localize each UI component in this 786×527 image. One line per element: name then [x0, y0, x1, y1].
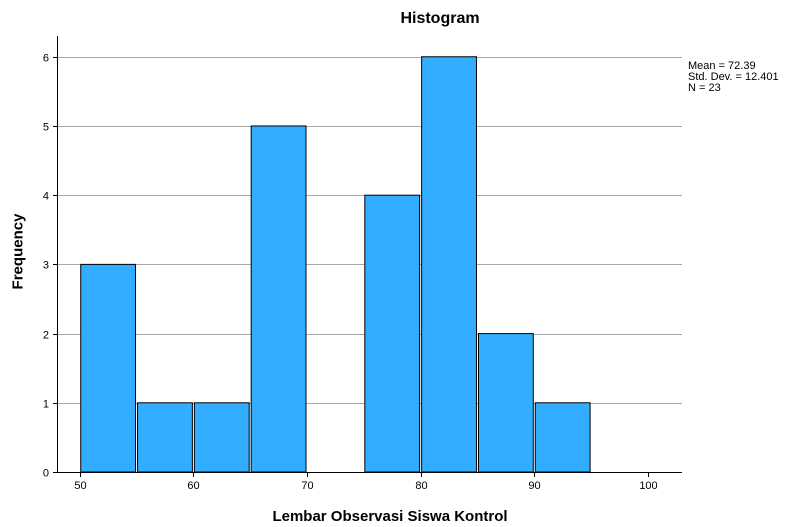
y-tick-label: 3 [43, 260, 49, 272]
x-tick-label: 90 [528, 480, 540, 492]
histogram-bar [477, 333, 534, 473]
histogram-bar [534, 402, 591, 473]
stats-mean: Mean = 72.39 [688, 60, 756, 72]
chart-title: Histogram [400, 10, 480, 27]
y-tick-label: 6 [43, 53, 49, 65]
histogram-bar [80, 263, 137, 473]
y-tick-label: 5 [43, 122, 49, 134]
y-tick-label: 0 [43, 468, 49, 480]
x-tick-label: 100 [639, 480, 657, 492]
y-tick-label: 2 [43, 330, 49, 342]
y-tick-label: 1 [43, 399, 49, 411]
histogram-bar [137, 402, 193, 473]
bars [80, 56, 591, 473]
histogram-bar [250, 125, 307, 473]
histogram-bar [421, 56, 477, 473]
axes: 0 1 2 3 4 5 6 50 60 70 80 90 100 [43, 36, 682, 492]
x-tick-label: 60 [187, 480, 199, 492]
x-axis-title: Lembar Observasi Siswa Kontrol [272, 508, 508, 525]
histogram-bar [193, 402, 250, 473]
stats-std-dev: Std. Dev. = 12.401 [688, 71, 779, 83]
stats-n: N = 23 [688, 82, 721, 94]
stats-box: Mean = 72.39 Std. Dev. = 12.401 N = 23 [688, 61, 779, 94]
x-tick-label: 50 [74, 480, 86, 492]
y-tick-label: 4 [43, 191, 49, 203]
histogram-bar [364, 194, 421, 473]
y-axis-title: Frequency [9, 213, 27, 290]
x-tick-label: 80 [415, 480, 427, 492]
x-tick-label: 70 [301, 480, 313, 492]
